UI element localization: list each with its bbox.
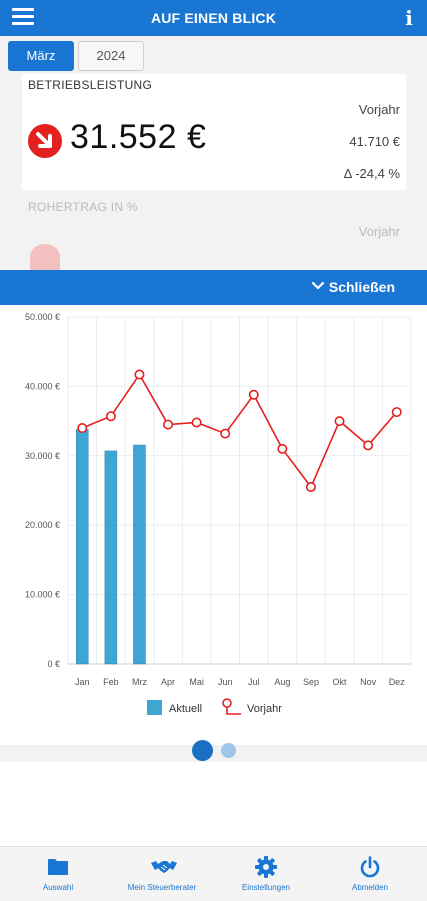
chart-close-bar[interactable]: Schließen: [0, 270, 427, 305]
compare-label: Vorjahr: [358, 224, 400, 239]
point-vorjahr-feb[interactable]: [105, 411, 116, 422]
x-tick-label: Apr: [161, 677, 175, 687]
kpi-label: BETRIEBSLEISTUNG: [28, 78, 153, 92]
point-vorjahr-mrz[interactable]: [134, 369, 145, 380]
gear-icon: [254, 855, 278, 879]
point-vorjahr-jul[interactable]: [248, 389, 259, 400]
nav-mein-steuerberater[interactable]: Mein Steuerberater: [109, 847, 215, 901]
close-chart-label: Schließen: [328, 279, 395, 295]
trend-down-icon: [28, 124, 62, 158]
y-tick-label: 10.000 €: [25, 590, 60, 600]
kpi-label: ROHERTRAG IN %: [28, 200, 138, 214]
legend-label-vorjahr: Vorjahr: [247, 703, 282, 715]
point-vorjahr-sep[interactable]: [305, 482, 316, 493]
legend-swatch-aktuell: [147, 700, 162, 715]
y-tick-label: 40.000 €: [25, 381, 60, 391]
point-vorjahr-mai[interactable]: [191, 417, 202, 428]
nav-einstellungen[interactable]: Einstellungen: [213, 847, 319, 901]
chevron-down-icon: [311, 279, 325, 293]
page-title: AUF EINEN BLICK: [150, 10, 277, 26]
delta-value: Δ -24,4 %: [343, 166, 400, 181]
power-icon: [358, 855, 382, 879]
handshake-icon: [150, 855, 177, 879]
nav-label: Mein Steuerberater: [127, 883, 197, 892]
x-tick-label: Jul: [248, 677, 260, 687]
chart-container: 0 € 10.000 € 20.000 € 30.000 € 40.000 € 50.00…: [0, 305, 427, 745]
compare-value: 41.710 €: [349, 134, 400, 149]
nav-label: Auswahl: [42, 883, 74, 892]
x-tick-label: Dez: [389, 677, 406, 687]
x-tick-label: Mai: [189, 677, 204, 687]
nav-abmelden[interactable]: Abmelden: [317, 847, 423, 901]
compare-label: Vorjahr: [358, 102, 400, 117]
legend-label-aktuell: Aktuell: [169, 703, 202, 715]
x-tick-label: Feb: [103, 677, 119, 687]
hamburger-menu-icon[interactable]: [12, 8, 34, 28]
x-tick-label: Mrz: [132, 677, 147, 687]
kpi-value: 31.552 €: [70, 118, 207, 156]
point-vorjahr-jun[interactable]: [220, 428, 231, 439]
nav-auswahl[interactable]: Auswahl: [5, 847, 111, 901]
x-tick-label: Sep: [303, 677, 319, 687]
bottom-navigation: Auswahl Mein Steuerberater: [0, 846, 427, 901]
bar-aktuell-mrz[interactable]: [133, 444, 146, 665]
x-tick-label: Jun: [218, 677, 233, 687]
top-app-bar: AUF EINEN BLICK i: [0, 0, 427, 36]
y-tick-label: 50.000 €: [25, 312, 60, 322]
point-vorjahr-apr[interactable]: [163, 419, 174, 430]
pager-dot[interactable]: [221, 743, 236, 758]
point-vorjahr-aug[interactable]: [277, 443, 288, 454]
content-area: [0, 762, 427, 847]
pager-dot-active[interactable]: [192, 740, 213, 761]
monthly-chart: 0 € 10.000 € 20.000 € 30.000 € 40.000 € 50.00…: [25, 312, 412, 715]
pager-dots: [0, 738, 427, 762]
nav-label: Einstellungen: [241, 883, 291, 892]
kpi-card-betriebsleistung[interactable]: BETRIEBSLEISTUNG Vorjahr 31.552 € 41.710…: [22, 74, 406, 190]
tab-2024[interactable]: 2024: [78, 41, 144, 71]
point-vorjahr-dez[interactable]: [391, 407, 402, 418]
x-tick-label: Jan: [75, 677, 90, 687]
point-vorjahr-jan[interactable]: [77, 423, 88, 434]
line-vorjahr: [81, 373, 398, 489]
kpi-card-rohertrag[interactable]: ROHERTRAG IN % Vorjahr: [22, 192, 406, 270]
x-tick-label: Okt: [333, 677, 348, 687]
nav-label: Abmelden: [351, 883, 389, 892]
folder-icon: [46, 855, 70, 879]
trend-badge-partial: [30, 244, 60, 270]
point-vorjahr-okt[interactable]: [334, 416, 345, 427]
y-tick-label: 0 €: [47, 659, 60, 669]
x-tick-label: Nov: [360, 677, 377, 687]
bar-aktuell-jan[interactable]: [76, 429, 89, 665]
x-tick-label: Aug: [274, 677, 290, 687]
point-vorjahr-nov[interactable]: [363, 440, 374, 451]
tab-maerz[interactable]: März: [8, 41, 74, 71]
y-tick-label: 20.000 €: [25, 520, 60, 530]
info-icon[interactable]: i: [405, 6, 413, 30]
bar-aktuell-feb[interactable]: [104, 450, 118, 665]
y-tick-label: 30.000 €: [25, 451, 60, 461]
legend-marker-vorjahr: [222, 698, 232, 708]
